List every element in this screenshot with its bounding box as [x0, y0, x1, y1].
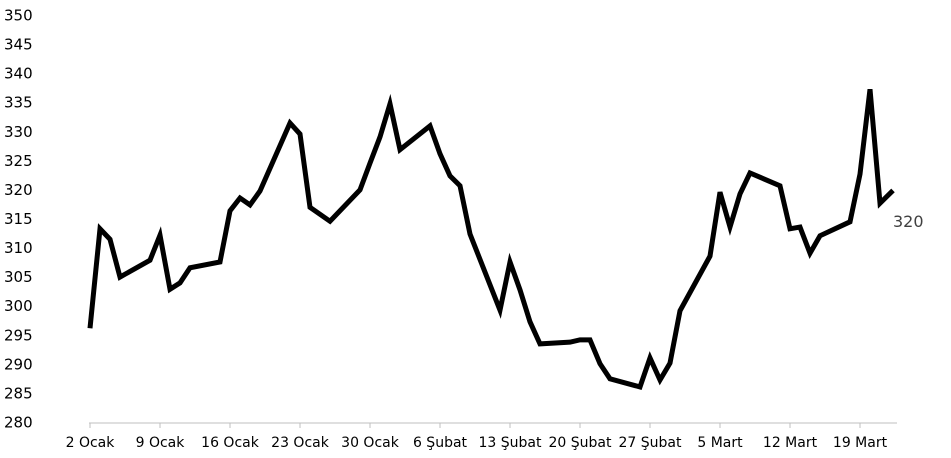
x-tick-label: 27 Şubat [619, 435, 682, 451]
y-tick-label: 330 [4, 123, 33, 141]
y-tick-label: 340 [4, 65, 33, 83]
x-tick-label: 19 Mart [833, 435, 888, 451]
y-tick-label: 345 [4, 36, 33, 54]
y-tick-label: 295 [4, 326, 33, 344]
x-tick-label: 13 Şubat [479, 435, 542, 451]
x-tick-label: 6 Şubat [413, 435, 468, 451]
y-tick-label: 315 [4, 210, 33, 228]
y-tick-label: 310 [4, 239, 33, 257]
y-tick-label: 305 [4, 268, 33, 286]
x-tick-label: 30 Ocak [341, 435, 400, 451]
x-tick-label: 12 Mart [763, 435, 818, 451]
y-tick-label: 300 [4, 297, 33, 315]
y-tick-label: 280 [4, 414, 33, 432]
x-tick-label: 16 Ocak [201, 435, 260, 451]
x-tick-label: 23 Ocak [271, 435, 330, 451]
y-tick-label: 335 [4, 94, 33, 112]
y-tick-label: 285 [4, 384, 33, 402]
y-tick-label: 320 [4, 181, 33, 199]
x-tick-label: 2 Ocak [66, 435, 116, 451]
y-tick-label: 350 [4, 7, 33, 25]
end-label: 320 [893, 212, 924, 231]
y-tick-label: 325 [4, 152, 33, 170]
x-tick-label: 9 Ocak [136, 435, 186, 451]
y-tick-label: 290 [4, 355, 33, 373]
x-tick-label: 5 Mart [697, 435, 743, 451]
x-tick-label: 20 Şubat [549, 435, 612, 451]
line [87, 88, 895, 390]
